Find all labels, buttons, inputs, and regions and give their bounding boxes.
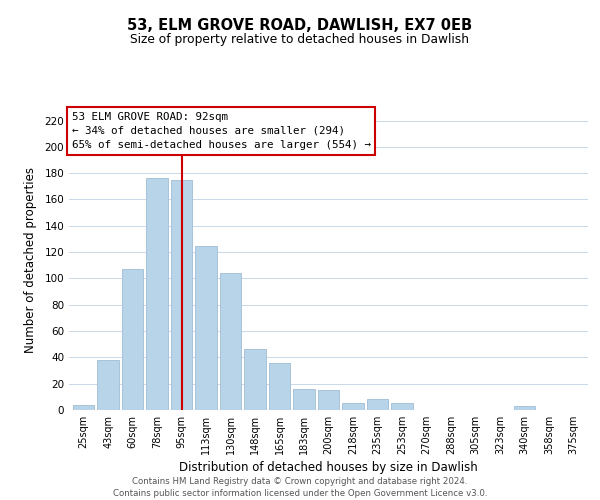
- X-axis label: Distribution of detached houses by size in Dawlish: Distribution of detached houses by size …: [179, 461, 478, 474]
- Text: Contains public sector information licensed under the Open Government Licence v3: Contains public sector information licen…: [113, 489, 487, 498]
- Bar: [514, 406, 535, 410]
- Bar: [220, 273, 241, 410]
- Bar: [122, 269, 143, 410]
- Bar: [269, 362, 290, 410]
- Bar: [171, 180, 193, 410]
- Y-axis label: Number of detached properties: Number of detached properties: [25, 167, 37, 353]
- Bar: [391, 404, 413, 410]
- Bar: [146, 178, 168, 410]
- Bar: [244, 350, 266, 410]
- Bar: [73, 404, 94, 410]
- Text: 53 ELM GROVE ROAD: 92sqm
← 34% of detached houses are smaller (294)
65% of semi-: 53 ELM GROVE ROAD: 92sqm ← 34% of detach…: [71, 112, 371, 150]
- Bar: [196, 246, 217, 410]
- Text: 53, ELM GROVE ROAD, DAWLISH, EX7 0EB: 53, ELM GROVE ROAD, DAWLISH, EX7 0EB: [127, 18, 473, 32]
- Text: Contains HM Land Registry data © Crown copyright and database right 2024.: Contains HM Land Registry data © Crown c…: [132, 478, 468, 486]
- Bar: [318, 390, 339, 410]
- Bar: [97, 360, 119, 410]
- Bar: [293, 389, 315, 410]
- Bar: [342, 404, 364, 410]
- Text: Size of property relative to detached houses in Dawlish: Size of property relative to detached ho…: [131, 32, 470, 46]
- Bar: [367, 400, 388, 410]
